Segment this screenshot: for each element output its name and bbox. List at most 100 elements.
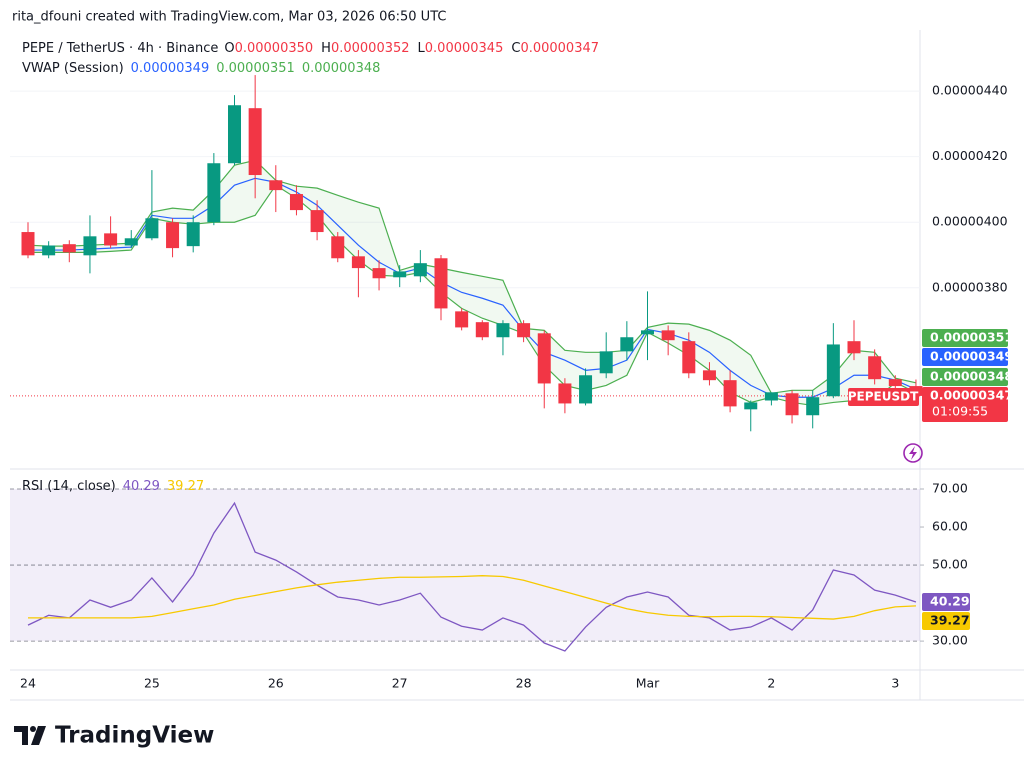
candle-body [764,392,778,401]
x-tick-label: 2 [767,676,775,691]
candle-body [248,108,262,176]
y-tick-label: 0.00000420 [932,148,1008,163]
vwap-line [27,159,917,394]
price-badge [922,348,1008,366]
rsi-legend: RSI (14, close) 40.29 39.27 [22,479,204,494]
vwap-name: VWAP (Session) [22,61,124,76]
y-tick-label: 0.00000400 [932,214,1008,229]
candle-body [104,233,118,246]
candle-body [682,341,696,374]
candle-body [558,383,572,404]
candle-body [620,337,634,352]
price-badge [922,329,1008,347]
candle-body [331,236,345,259]
last-price-badge [922,387,1008,422]
x-tick-label: 28 [516,676,532,691]
y-tick-label: 0.00000440 [932,83,1008,98]
candle-body [868,356,882,380]
last-price-label: 0.00000347 [930,388,1013,403]
rsi-badge-label: 39.27 [930,613,970,628]
y-tick-label: 70.00 [932,481,968,496]
ohlc-key: O [224,41,234,56]
candle-body [83,236,97,256]
y-tick-label: 60.00 [932,519,968,534]
logo-mark [31,726,46,745]
candle-body [826,344,840,397]
price-badge-label: 0.00000351 [930,330,1013,345]
rsi-badge [922,612,970,630]
x-tick-label: 27 [392,676,408,691]
candle-body [186,222,200,247]
candle-body [744,402,758,410]
candle-body [847,341,861,354]
candle-body [310,210,324,233]
candle-body [393,271,407,278]
candle-body [124,238,138,246]
symbol-title: PEPE / TetherUS · 4h · Binance [22,41,218,56]
vwap-legend: VWAP (Session) 0.00000349 0.00000351 0.0000… [22,61,380,76]
candle-body [702,370,716,381]
logo-mark [14,726,28,745]
candle-body [455,311,469,328]
candle-body [228,105,241,164]
candle-body [42,245,56,256]
candle-body [475,322,489,338]
vwap-value: 0.00000349 [131,61,210,76]
x-tick-label: 24 [20,676,36,691]
ohlc-value: 0.00000347 [520,41,599,56]
candle-body [207,163,221,223]
candle-body [351,256,365,269]
ohlc-key: L [418,41,426,56]
candle-body [599,351,613,374]
candle-body [661,330,675,341]
ohlc-value: 0.00000345 [425,41,504,56]
symbol-badge [848,388,919,406]
candle-body [145,218,159,239]
countdown: 01:09:55 [932,404,988,419]
candle-body [806,397,820,416]
vwap-value: 0.00000348 [302,61,381,76]
candle-body [289,194,303,211]
x-tick-label: 26 [268,676,284,691]
x-tick-label: 3 [891,676,899,691]
candle-body [496,323,510,338]
icon-bolt [909,446,917,460]
logo-dot [30,726,36,732]
candle-body [166,222,180,249]
x-tick-label: Mar [636,676,660,691]
rsi-value: 39.27 [167,479,204,494]
y-tick-label: 50.00 [932,557,968,572]
attribution: rita_dfouni created with TradingView.com… [12,10,446,25]
vwap-value: 0.00000351 [216,61,295,76]
candle-body [372,268,386,279]
rsi-value: 40.29 [123,479,160,494]
candle-body [888,379,902,387]
candle-body [413,263,427,277]
candle-body [269,180,283,191]
rsi-badge-label: 40.29 [930,594,970,609]
logo-text: TradingView [55,723,214,749]
replay-icon[interactable] [903,443,923,463]
rsi-badge [922,593,970,611]
candle-body [537,333,551,384]
symbol-badge-label: PEPEUSDT [848,390,919,404]
ohlc-key: H [321,41,331,56]
rsi-line [27,501,917,652]
ohlc-value: 0.00000350 [235,41,314,56]
ohlc-value: 0.00000352 [331,41,410,56]
ohlc-key: C [511,41,520,56]
rsi-title: RSI (14, close) [22,479,116,494]
price-badge [922,368,1008,386]
x-tick-label: 25 [144,676,160,691]
y-tick-label: 30.00 [932,633,968,648]
y-tick-label: 0.00000380 [932,279,1008,294]
candle-body [21,232,35,256]
rsi-line [28,575,916,620]
candle-body [517,323,531,338]
candle-body [434,258,448,309]
symbol-legend: PEPE / TetherUS · 4h · Binance O0.0000035… [22,41,599,56]
candle-body [723,380,737,407]
candle-body [641,330,654,335]
candle-body [579,375,593,404]
icon-circle [903,443,923,463]
